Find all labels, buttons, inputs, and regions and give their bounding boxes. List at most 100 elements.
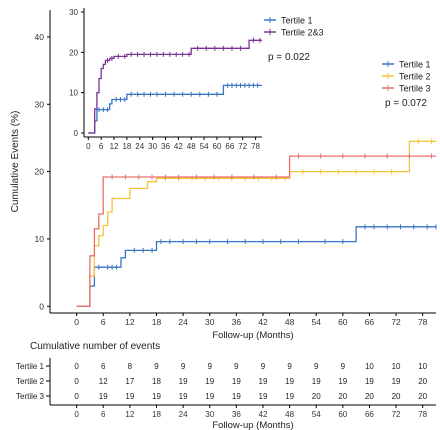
x-tick-label: 66 (225, 142, 234, 151)
risk-cell: 9 (181, 362, 186, 371)
x-tick-label: 42 (258, 317, 268, 327)
risk-cell: 9 (207, 362, 212, 371)
risk-cell: 17 (125, 377, 134, 386)
x-tick-label: 36 (232, 317, 242, 327)
x-tick-label: 6 (99, 142, 104, 151)
risk-x-tick-label: 18 (152, 410, 161, 419)
y-tick-label: 10 (69, 89, 78, 98)
risk-cell: 9 (261, 362, 266, 371)
x-tick-label: 54 (200, 142, 209, 151)
risk-cell: 18 (152, 377, 161, 386)
risk-cell: 0 (74, 392, 79, 401)
risk-cell: 19 (285, 392, 294, 401)
risk-row-label: Tertile 1 (16, 362, 45, 371)
risk-row-label: Tertile 2 (16, 377, 45, 386)
risk-cell: 10 (392, 362, 401, 371)
risk-cell: 19 (152, 392, 161, 401)
x-tick-label: 42 (174, 142, 183, 151)
risk-x-tick-label: 60 (338, 410, 347, 419)
x-tick-label: 12 (110, 142, 119, 151)
x-tick-label: 30 (148, 142, 157, 151)
y-axis-title: Cumulative Events (%) (10, 111, 21, 213)
y-tick-label: 30 (35, 99, 45, 109)
y-tick-label: 20 (69, 48, 78, 57)
y-tick-label: 40 (35, 32, 45, 42)
risk-x-tick-label: 24 (179, 410, 188, 419)
x-tick-label: 18 (152, 317, 162, 327)
x-tick-label: 36 (161, 142, 170, 151)
risk-cell: 6 (101, 362, 106, 371)
risk-cell: 19 (99, 392, 108, 401)
risk-cell: 19 (312, 377, 321, 386)
x-tick-label: 60 (338, 317, 348, 327)
risk-cell: 19 (205, 392, 214, 401)
km-curve-tertile-3 (76, 155, 436, 307)
legend-entry: Tertile 2 (399, 72, 431, 82)
y-tick-label: 0 (39, 301, 44, 311)
x-tick-label: 24 (135, 142, 144, 151)
x-tick-label: 72 (238, 142, 247, 151)
risk-table: Cumulative number of events Tertile 1 0 6 8 9… (16, 341, 436, 430)
x-tick-label: 48 (285, 317, 295, 327)
risk-x-tick-label: 6 (101, 410, 106, 419)
x-tick-label: 72 (391, 317, 401, 327)
x-tick-label: 30 (205, 317, 215, 327)
x-tick-label: 54 (311, 317, 321, 327)
risk-x-tick-label: 0 (74, 410, 79, 419)
risk-cell: 19 (232, 377, 241, 386)
risk-cell: 10 (365, 362, 374, 371)
risk-x-tick-label: 48 (285, 410, 294, 419)
risk-cell: 9 (341, 362, 346, 371)
legend-entry: Tertile 3 (399, 84, 431, 94)
risk-x-tick-label: 42 (259, 410, 268, 419)
risk-cell: 20 (365, 392, 374, 401)
risk-x-tick-label: 78 (418, 410, 427, 419)
risk-cell: 10 (418, 362, 427, 371)
risk-cell: 19 (259, 392, 268, 401)
risk-cell: 19 (338, 377, 347, 386)
x-tick-label: 24 (178, 317, 188, 327)
risk-x-tick-label: 36 (232, 410, 241, 419)
risk-x-tick-label: 30 (205, 410, 214, 419)
risk-cell: 19 (232, 392, 241, 401)
x-tick-label: 18 (122, 142, 131, 151)
risk-cell: 20 (312, 392, 321, 401)
p-value: p = 0.022 (268, 52, 310, 63)
risk-cell: 9 (154, 362, 159, 371)
y-tick-label: 30 (69, 8, 78, 17)
legend-entry: Tertile 2&3 (281, 28, 324, 38)
risk-cell: 19 (285, 377, 294, 386)
x-tick-label: 48 (187, 142, 196, 151)
x-tick-label: 78 (251, 142, 260, 151)
x-tick-label: 66 (365, 317, 375, 327)
x-tick-label: 78 (418, 317, 428, 327)
risk-table-title: Cumulative number of events (30, 341, 160, 352)
risk-cell: 19 (205, 377, 214, 386)
x-tick-label: 0 (86, 142, 91, 151)
x-tick-label: 6 (101, 317, 106, 327)
risk-cell: 8 (128, 362, 133, 371)
risk-cell: 20 (338, 392, 347, 401)
km-curve-tertile-2 (76, 140, 436, 307)
risk-cell: 20 (418, 377, 427, 386)
x-tick-label: 0 (74, 317, 79, 327)
risk-cell: 19 (365, 377, 374, 386)
risk-cell: 20 (418, 392, 427, 401)
risk-cell: 20 (392, 392, 401, 401)
y-tick-label: 0 (74, 129, 79, 138)
risk-cell: 19 (125, 392, 134, 401)
x-tick-label: 60 (213, 142, 222, 151)
risk-cell: 9 (234, 362, 239, 371)
km-curve-tertile-2-3 (88, 39, 262, 134)
risk-x-tick-label: 54 (312, 410, 321, 419)
legend-entry: Tertile 1 (281, 16, 313, 26)
risk-cell: 0 (74, 362, 79, 371)
risk-x-tick-label: 66 (365, 410, 374, 419)
risk-cell: 12 (99, 377, 108, 386)
risk-cell: 19 (259, 377, 268, 386)
risk-cell: 9 (314, 362, 319, 371)
km-curve-tertile-1 (88, 84, 262, 134)
